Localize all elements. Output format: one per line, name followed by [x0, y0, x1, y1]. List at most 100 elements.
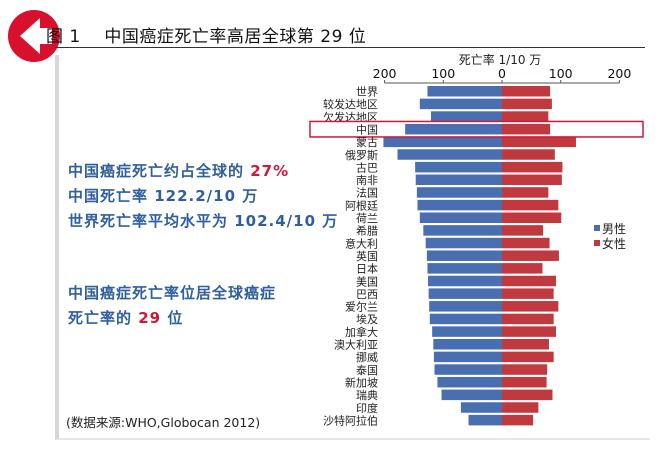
note-highlight: 29 — [138, 309, 162, 327]
bar-male — [433, 351, 502, 363]
bar-female — [502, 364, 548, 375]
note-line-4: 中国癌症死亡率位居全球癌症 — [68, 284, 277, 302]
bar-male — [428, 275, 502, 287]
category-label: 爱尔兰 — [345, 301, 378, 314]
category-label: 美国 — [356, 275, 378, 288]
legend-label: 男性 — [602, 222, 626, 236]
bar-female — [502, 402, 539, 413]
bar-female — [502, 225, 544, 236]
category-label: 沙特阿拉伯 — [323, 413, 378, 427]
bar-male — [416, 187, 502, 198]
title-text: 中国癌症死亡率高居全球第 29 位 — [104, 27, 367, 47]
bar-male — [428, 288, 502, 299]
bar-female — [502, 339, 549, 350]
category-label: 加拿大 — [345, 325, 378, 339]
category-label: 希腊 — [356, 224, 378, 238]
note-text: 中国癌症死亡约占全球的 — [68, 162, 251, 180]
data-source: (数据来源:WHO,Globocan 2012) — [66, 415, 261, 430]
category-label: 瑞典 — [356, 388, 378, 402]
bar-male — [423, 225, 502, 236]
category-label: 较发达地区 — [323, 97, 378, 111]
category-label: 俄罗斯 — [345, 149, 378, 162]
bar-male — [433, 339, 502, 350]
bar-male — [405, 123, 502, 135]
bar-female — [502, 161, 563, 173]
category-label: 世界 — [356, 86, 378, 99]
figure-label: 图 1 — [46, 27, 81, 47]
bar-male — [397, 149, 502, 160]
category-label: 英国 — [356, 249, 378, 263]
chart-panel — [55, 55, 650, 440]
bar-female — [502, 98, 552, 110]
bar-male — [429, 301, 502, 312]
bar-female — [502, 86, 551, 97]
x-tick-label: 0 — [498, 66, 506, 81]
x-tick-label: 200 — [373, 66, 397, 81]
category-label: 蒙古 — [356, 136, 378, 149]
bar-female — [502, 199, 559, 211]
bar-female — [502, 313, 554, 325]
bar-female — [502, 250, 559, 261]
category-label: 泰国 — [356, 363, 378, 377]
bar-female — [502, 376, 547, 388]
bar-female — [502, 351, 554, 363]
x-tick-label: 100 — [549, 66, 573, 81]
category-label: 古巴 — [356, 161, 378, 174]
category-label: 意大利 — [345, 236, 378, 250]
category-label: 中国 — [356, 123, 378, 136]
chart-title: 死亡率 1/10 万 — [459, 52, 542, 67]
back-arrow-logo-icon — [8, 10, 60, 62]
category-label: 印度 — [356, 401, 378, 415]
bar-female — [502, 149, 555, 160]
bar-female — [502, 136, 576, 148]
note-line-1: 中国癌症死亡约占全球的 27% — [68, 160, 289, 181]
legend-swatch — [594, 240, 600, 246]
bar-female — [502, 174, 562, 186]
category-label: 阿根廷 — [345, 198, 378, 212]
bar-female — [502, 263, 543, 274]
bar-female — [502, 111, 549, 122]
legend-swatch — [594, 225, 600, 231]
bar-female — [502, 237, 550, 249]
x-tick-label: 200 — [607, 66, 631, 81]
bar-female — [502, 326, 557, 337]
bar-male — [383, 136, 502, 148]
note-line-3: 世界死亡率平均水平为 102.4/10 万 — [68, 212, 339, 230]
bar-male — [415, 174, 502, 186]
note-text: 死亡率的 — [68, 309, 139, 327]
bar-female — [502, 389, 553, 401]
bar-female — [502, 414, 534, 426]
note-line-5: 死亡率的 29 位 — [68, 307, 183, 328]
x-tick-label: 100 — [431, 66, 455, 81]
category-label: 南非 — [356, 174, 378, 187]
category-label: 巴西 — [356, 288, 378, 301]
category-label: 埃及 — [356, 312, 378, 326]
note-line-2: 中国死亡率 122.2/10 万 — [68, 187, 259, 205]
bar-male — [425, 237, 502, 249]
category-label: 澳大利亚 — [334, 338, 378, 352]
figure-title: 图 1 中国癌症死亡率高居全球第 29 位 — [46, 22, 366, 47]
bar-male — [417, 199, 502, 211]
category-label: 荷兰 — [356, 212, 378, 225]
bar-male — [415, 161, 502, 173]
bar-male — [427, 263, 502, 274]
category-label: 欠发达地区 — [323, 110, 378, 124]
bar-male — [427, 86, 502, 97]
bar-female — [502, 187, 549, 198]
bar-female — [502, 301, 559, 312]
bar-male — [460, 402, 502, 413]
bar-female — [502, 212, 562, 223]
bar-male — [441, 389, 502, 401]
bar-female — [502, 123, 551, 135]
highlight-box — [309, 120, 644, 138]
category-label: 挪威 — [356, 350, 378, 364]
bar-male — [468, 414, 502, 426]
bar-female — [502, 288, 554, 299]
bar-female — [502, 275, 557, 287]
category-label: 新加坡 — [345, 375, 378, 389]
bar-male — [432, 326, 502, 337]
bar-male — [437, 376, 502, 388]
bar-male — [419, 212, 502, 223]
bar-male — [419, 98, 502, 110]
